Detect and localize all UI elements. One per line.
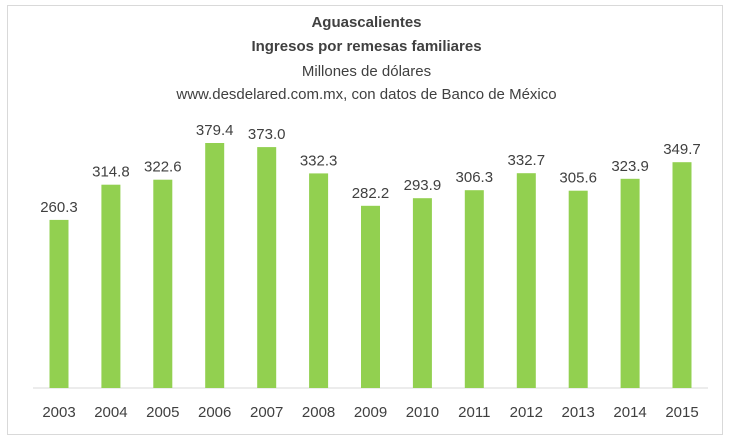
data-label-2009: 282.2 [352,185,390,202]
data-label-2011: 306.3 [456,169,494,186]
bar-2003 [49,219,69,388]
data-label-2003: 260.3 [40,199,78,216]
x-tick-label-2006: 2006 [198,404,231,421]
bar-2006 [205,143,225,388]
x-tick-label-2014: 2014 [613,404,646,421]
x-tick-label-2012: 2012 [510,404,543,421]
data-label-2014: 323.9 [611,158,649,175]
bar-2008 [309,173,329,388]
bar-2007 [257,147,277,388]
bar-2011 [464,190,484,388]
x-tick-label-2011: 2011 [458,404,490,421]
data-label-2010: 293.9 [404,177,442,194]
x-tick-label-2008: 2008 [302,404,335,421]
chart-source: www.desdelared.com.mx, con datos de Banc… [176,86,557,103]
data-label-2008: 332.3 [300,152,338,169]
bar-2010 [412,198,432,388]
data-label-2007: 373.0 [248,126,286,143]
chart-subtitle: Ingresos por remesas familiares [251,38,482,55]
bar-2014 [620,178,640,388]
bar-2009 [361,205,380,388]
bar-2015 [672,162,692,388]
data-label-2006: 379.4 [196,122,234,139]
data-label-2005: 322.6 [144,159,182,176]
data-label-2012: 332.7 [508,152,546,169]
bar-2004 [101,184,121,388]
x-tick-label-2005: 2005 [146,404,179,421]
x-tick-label-2004: 2004 [94,404,127,421]
x-tick-label-2015: 2015 [665,404,698,421]
bar-2005 [153,179,173,388]
x-tick-label-2009: 2009 [354,404,387,421]
bar-2013 [568,190,588,388]
data-label-2013: 305.6 [559,170,597,187]
bar-2012 [516,173,536,388]
chart-units: Millones de dólares [301,63,432,80]
data-label-2004: 314.8 [92,164,130,181]
x-tick-label-2013: 2013 [562,404,595,421]
x-tick-label-2010: 2010 [406,404,439,421]
x-tick-label-2003: 2003 [42,404,75,421]
data-label-2015: 349.7 [663,141,701,158]
x-tick-label-2007: 2007 [250,404,283,421]
chart-title: Aguascalientes [311,14,422,31]
